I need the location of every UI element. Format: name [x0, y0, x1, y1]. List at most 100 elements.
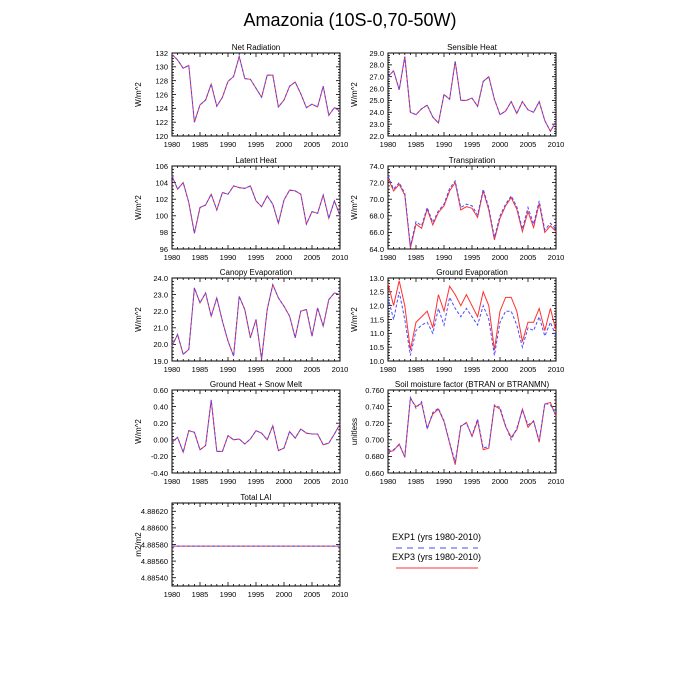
x-tick-label: 2010	[332, 365, 349, 374]
series-line-exp3	[171, 399, 341, 454]
series-line-exp3	[387, 396, 557, 465]
plot-frame	[387, 52, 557, 137]
panel-canopy-evaporation: Canopy Evaporation W/m^2 1980 1985 1990 1995 2…	[134, 268, 348, 374]
x-tick-label: 1995	[248, 477, 265, 486]
y-tick-label: 126	[155, 90, 168, 99]
x-tick-label: 1990	[436, 253, 453, 262]
x-tick-label: 2005	[520, 140, 537, 149]
y-tick-label: 124	[155, 104, 168, 113]
x-tick-label: 1995	[464, 253, 481, 262]
panel-title: Transpiration	[449, 156, 495, 165]
x-tick-label: 1990	[436, 477, 453, 486]
y-tick-label: 70.0	[369, 195, 384, 204]
y-axis-label: unitless	[350, 418, 359, 445]
series-line-exp1	[171, 175, 341, 234]
y-axis-label: W/m^2	[350, 307, 359, 332]
panel-net-radiation: Net Radiation W/m^2 1980 1985 1990 1995 2000 20…	[134, 43, 348, 149]
y-tick-label: 19.0	[153, 357, 168, 366]
y-tick-label: -0.40	[151, 469, 168, 478]
x-tick-label: 1985	[192, 140, 209, 149]
y-axis-label: W/m^2	[350, 82, 359, 107]
x-tick-label: 1990	[220, 477, 237, 486]
x-tick-label: 1980	[164, 365, 181, 374]
y-tick-label: 23.0	[153, 290, 168, 299]
y-tick-label: 22.0	[369, 132, 384, 141]
series-line-exp3	[387, 280, 557, 351]
panel-title: Soil moisture factor (BTRAN or BTRANMN)	[395, 380, 550, 389]
x-tick-label: 2000	[492, 365, 509, 374]
y-tick-label: 11.0	[370, 329, 384, 338]
x-tick-label: 2000	[276, 590, 293, 599]
x-tick-label: 1980	[380, 253, 397, 262]
plot-frame	[387, 277, 557, 362]
x-tick-label: 2010	[548, 253, 565, 262]
x-tick-label: 1980	[380, 365, 397, 374]
x-tick-label: 1980	[164, 590, 181, 599]
panel-title: Ground Heat + Snow Melt	[210, 380, 303, 389]
y-tick-label: 68.0	[369, 212, 384, 221]
x-tick-label: 2010	[332, 253, 349, 262]
x-tick-label: 2005	[304, 140, 321, 149]
y-tick-label: 0.660	[365, 469, 384, 478]
x-tick-label: 1995	[248, 590, 265, 599]
y-tick-label: 0.740	[365, 402, 384, 411]
x-tick-label: 2000	[276, 253, 293, 262]
x-tick-label: 1985	[408, 477, 425, 486]
legend-label: EXP3 (yrs 1980-2010)	[392, 552, 481, 562]
x-tick-label: 1980	[164, 253, 181, 262]
plot-frame	[171, 502, 341, 587]
panel-title: Canopy Evaporation	[220, 268, 293, 277]
y-tick-label: 4.88540	[141, 574, 168, 583]
panel-transpiration: Transpiration W/m^2 1980 1985 1990 1995 2000 20…	[350, 156, 564, 262]
x-tick-label: 1985	[192, 253, 209, 262]
y-tick-label: 72.0	[369, 178, 384, 187]
legend-label: EXP1 (yrs 1980-2010)	[392, 532, 481, 542]
panel-title: Latent Heat	[235, 156, 277, 165]
y-axis-label: W/m^2	[134, 307, 143, 332]
y-tick-label: 24.0	[153, 274, 168, 283]
y-tick-label: 0.700	[365, 436, 384, 445]
x-tick-label: 2000	[492, 140, 509, 149]
x-tick-label: 1990	[220, 253, 237, 262]
y-tick-label: 4.88620	[141, 507, 168, 516]
y-tick-label: 0.00	[153, 436, 168, 445]
panel-soil-moisture-factor-btran-or-btranmn: Soil moisture factor (BTRAN or BTRANMN) u…	[350, 380, 564, 486]
x-tick-label: 2000	[276, 365, 293, 374]
y-tick-label: 0.40	[153, 402, 168, 411]
y-tick-label: 122	[155, 118, 168, 127]
x-tick-label: 1990	[220, 140, 237, 149]
y-tick-label: 0.20	[153, 419, 168, 428]
series-line-exp1	[171, 283, 341, 360]
y-tick-label: 23.0	[369, 120, 384, 129]
series-line-exp1	[387, 56, 557, 133]
legend: EXP1 (yrs 1980-2010) EXP3 (yrs 1980-2010)	[392, 532, 481, 569]
x-tick-label: 2005	[520, 477, 537, 486]
panel-title: Total LAI	[240, 493, 271, 502]
x-tick-label: 2000	[276, 477, 293, 486]
panel-latent-heat: Latent Heat W/m^2 1980 1985 1990 1995 2000 2005…	[134, 156, 348, 262]
y-tick-label: 0.60	[153, 386, 168, 395]
y-tick-label: 100	[155, 212, 168, 221]
series-line-exp1	[171, 399, 341, 454]
y-tick-label: 4.88580	[141, 540, 168, 549]
x-tick-label: 2010	[548, 365, 565, 374]
y-axis-label: W/m^2	[134, 419, 143, 444]
panel-title: Net Radiation	[232, 43, 280, 52]
y-tick-label: 28.0	[369, 61, 384, 70]
x-tick-label: 1985	[408, 365, 425, 374]
y-tick-label: 10.5	[369, 343, 384, 352]
x-tick-label: 2010	[332, 140, 349, 149]
x-tick-label: 1980	[164, 477, 181, 486]
y-tick-label: 96	[160, 245, 168, 254]
plot-frame	[171, 165, 341, 250]
x-tick-label: 2005	[304, 365, 321, 374]
figure-title: Amazonia (10S-0,70-50W)	[243, 10, 457, 30]
y-tick-label: 12.0	[369, 301, 384, 310]
y-tick-label: 128	[155, 76, 168, 85]
y-tick-label: 106	[155, 162, 168, 171]
x-tick-label: 1990	[436, 365, 453, 374]
panel-title: Sensible Heat	[447, 43, 498, 52]
x-tick-label: 1990	[436, 140, 453, 149]
y-tick-label: 66.0	[369, 228, 384, 237]
